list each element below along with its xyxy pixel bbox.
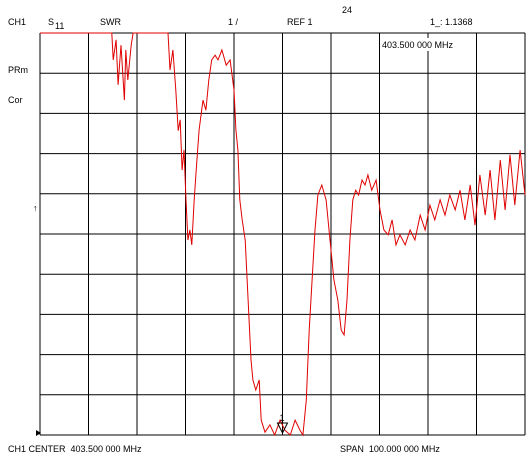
marker-readout: 1_: 1.1368 xyxy=(430,17,473,27)
readout-bg xyxy=(380,38,470,51)
marker xyxy=(276,422,289,435)
reference-pointer xyxy=(36,430,41,436)
marker-frequency: 403.500 000 MHz xyxy=(382,40,454,50)
reference: REF 1 xyxy=(287,17,313,27)
center-label: CH1 CENTER 403.500 000 MHz xyxy=(8,444,142,454)
grid xyxy=(39,32,526,436)
span-label: SPAN 100.000 000 MHz xyxy=(340,444,440,454)
reference-arrow: ↑ xyxy=(33,203,38,213)
trace xyxy=(40,32,526,437)
scale: 1 / xyxy=(228,17,239,27)
status: Cor xyxy=(8,95,23,105)
marker-label: 1 xyxy=(280,413,285,423)
parameter-sub: 11 xyxy=(55,21,64,31)
channel: CH1 xyxy=(8,17,26,27)
format: SWR xyxy=(100,17,121,27)
status: PRm xyxy=(8,65,28,75)
parameter: S xyxy=(48,17,54,27)
top-label: 24 xyxy=(342,5,352,15)
